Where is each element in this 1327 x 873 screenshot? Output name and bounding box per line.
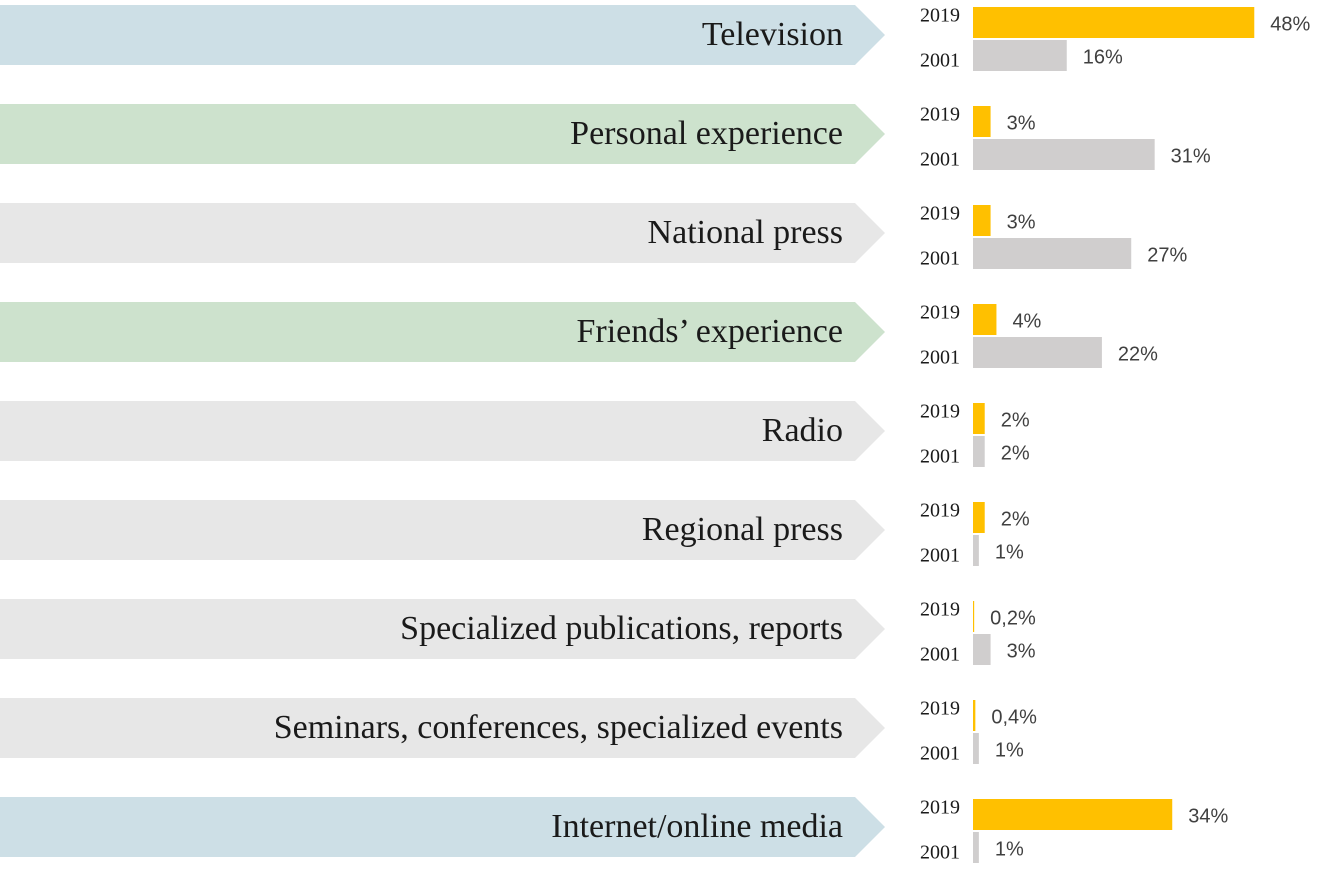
value-label: 1% xyxy=(995,838,1024,860)
category-label: Specialized publications, reports xyxy=(400,610,843,647)
bar xyxy=(973,205,991,236)
category-arrow xyxy=(0,797,885,857)
value-label: 34% xyxy=(1188,805,1228,827)
series-label: 2019 xyxy=(920,401,960,423)
bar xyxy=(973,304,997,335)
bar xyxy=(973,403,985,434)
series-label: 2019 xyxy=(920,599,960,621)
bar xyxy=(973,799,1173,830)
value-label: 1% xyxy=(995,541,1024,563)
category-label: Television xyxy=(702,16,843,53)
bar xyxy=(973,601,975,632)
value-label: 1% xyxy=(995,739,1024,761)
category-label: Personal experience xyxy=(570,115,843,152)
series-label: 2001 xyxy=(920,842,960,864)
category-arrow xyxy=(0,104,885,164)
bar xyxy=(973,139,1155,170)
bar xyxy=(973,238,1132,269)
value-label: 2% xyxy=(1001,508,1030,530)
category-arrow xyxy=(0,401,885,461)
bar xyxy=(973,502,985,533)
category-label: Regional press xyxy=(642,511,843,548)
bar xyxy=(973,7,1255,38)
category-arrow xyxy=(0,500,885,560)
category-label: Radio xyxy=(762,412,843,449)
value-label: 27% xyxy=(1147,244,1187,266)
value-label: 2% xyxy=(1001,442,1030,464)
value-label: 22% xyxy=(1118,343,1158,365)
series-label: 2019 xyxy=(920,500,960,522)
series-label: 2001 xyxy=(920,248,960,270)
category-label: Seminars, conferences, specialized event… xyxy=(274,709,843,746)
series-label: 2001 xyxy=(920,149,960,171)
series-label: 2001 xyxy=(920,347,960,369)
value-label: 0,2% xyxy=(990,607,1036,629)
category-label: Friends’ experience xyxy=(576,313,843,350)
value-label: 2% xyxy=(1001,409,1030,431)
value-label: 16% xyxy=(1083,46,1123,68)
bar xyxy=(973,535,979,566)
category-label: National press xyxy=(648,214,843,251)
bar xyxy=(973,436,985,467)
bar xyxy=(973,40,1067,71)
category-arrow xyxy=(0,698,885,758)
bar xyxy=(973,832,979,863)
category-arrow xyxy=(0,599,885,659)
bar xyxy=(973,106,991,137)
bar xyxy=(973,733,979,764)
series-label: 2001 xyxy=(920,644,960,666)
series-label: 2001 xyxy=(920,743,960,765)
series-label: 2019 xyxy=(920,203,960,225)
value-label: 3% xyxy=(1007,112,1036,134)
bar xyxy=(973,337,1102,368)
value-label: 31% xyxy=(1171,145,1211,167)
category-arrow xyxy=(0,302,885,362)
category-arrow xyxy=(0,203,885,263)
value-label: 0,4% xyxy=(991,706,1037,728)
bar xyxy=(973,634,991,665)
series-label: 2001 xyxy=(920,545,960,567)
series-label: 2019 xyxy=(920,302,960,324)
category-arrow xyxy=(0,5,885,65)
series-label: 2019 xyxy=(920,5,960,27)
series-label: 2001 xyxy=(920,446,960,468)
value-label: 48% xyxy=(1270,13,1310,35)
series-label: 2019 xyxy=(920,797,960,819)
value-label: 4% xyxy=(1012,310,1041,332)
series-label: 2001 xyxy=(920,50,960,72)
value-label: 3% xyxy=(1007,211,1036,233)
series-label: 2019 xyxy=(920,104,960,126)
category-label: Internet/online media xyxy=(551,808,843,845)
bar xyxy=(973,700,976,731)
value-label: 3% xyxy=(1007,640,1036,662)
series-label: 2019 xyxy=(920,698,960,720)
